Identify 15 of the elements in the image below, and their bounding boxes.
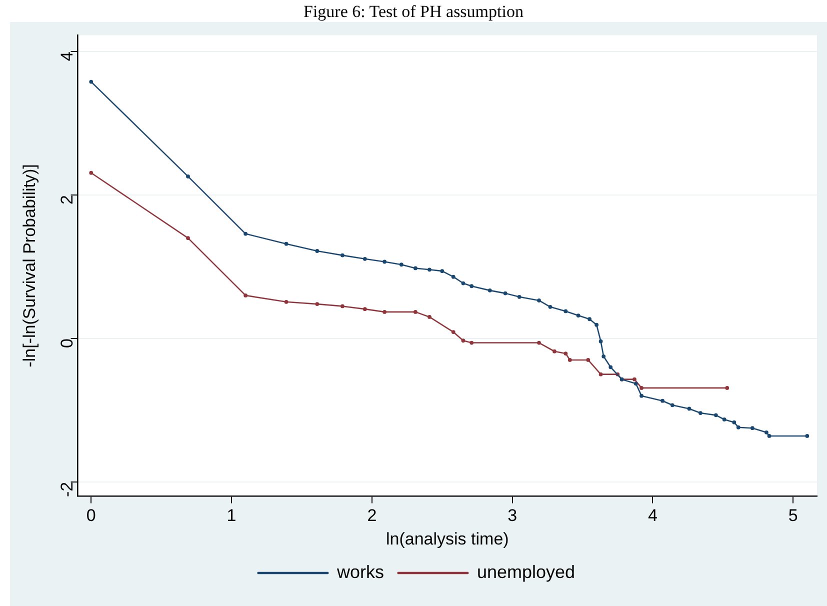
x-tick-label: 0: [86, 506, 96, 526]
x-tick-label: 5: [788, 506, 798, 526]
chart-title: Figure 6: Test of PH assumption: [302, 2, 524, 22]
y-tick-label: -2: [57, 482, 76, 497]
x-tick-label: 2: [367, 506, 377, 526]
legend-label: works: [336, 562, 384, 582]
legend-label: unemployed: [476, 562, 576, 582]
y-tick-label: 2: [57, 195, 76, 205]
x-tick-label: 3: [508, 506, 518, 526]
x-tick-label: 1: [226, 506, 236, 526]
y-tick-label: 0: [57, 338, 76, 348]
y-axis-title: -ln[-ln(Survival Probability)]: [20, 164, 39, 368]
x-axis-title: ln(analysis time): [386, 529, 509, 548]
y-tick-label: 4: [57, 52, 76, 62]
x-tick-label: 4: [648, 506, 658, 526]
